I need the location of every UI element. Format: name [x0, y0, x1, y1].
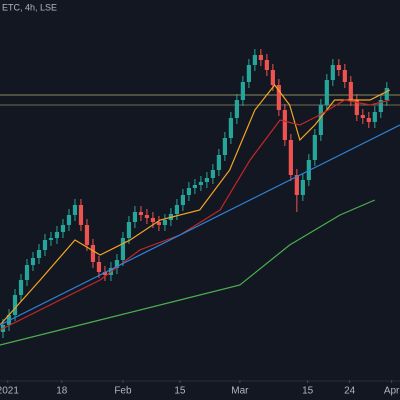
candle-body	[120, 238, 126, 260]
x-tick-label: 15	[302, 386, 314, 397]
candle-body	[222, 138, 227, 155]
candle-body	[162, 220, 168, 225]
candle-body	[378, 100, 383, 112]
candle-body	[66, 215, 72, 225]
candle-body	[12, 295, 18, 315]
candle-body	[78, 205, 84, 225]
candle-body	[180, 195, 186, 205]
x-tick-label: 2021	[0, 386, 19, 397]
candle-body	[192, 185, 198, 188]
candle-body	[204, 178, 209, 182]
candle-body	[36, 250, 42, 258]
candle-body	[300, 180, 305, 195]
candle-body	[48, 238, 54, 240]
candle-body	[336, 65, 341, 70]
candle-body	[60, 225, 66, 232]
candle-body	[156, 222, 162, 225]
x-tick-label: Apr	[384, 386, 400, 397]
candle-body	[96, 262, 102, 272]
x-tick-label: Feb	[114, 386, 132, 397]
candle-body	[270, 70, 275, 85]
candle-body	[252, 55, 257, 65]
candle-body	[186, 188, 192, 195]
candle-body	[282, 110, 287, 140]
candle-body	[312, 135, 317, 160]
candle-body	[18, 280, 24, 295]
candle-body	[342, 70, 347, 82]
candle-body	[246, 65, 251, 82]
candle-body	[264, 60, 269, 70]
candle-body	[114, 260, 120, 268]
indicator-line	[0, 99, 390, 331]
candle-body	[72, 205, 78, 215]
candle-body	[30, 258, 36, 265]
candle-body	[384, 88, 389, 100]
candle-body	[372, 112, 377, 122]
candle-body	[138, 212, 144, 215]
x-tick-label: 24	[344, 386, 356, 397]
candle-body	[90, 245, 96, 262]
candle-body	[324, 80, 329, 105]
candle-body	[294, 175, 299, 195]
candle-body	[42, 240, 48, 250]
candle-body	[360, 115, 365, 118]
candle-body	[366, 118, 371, 122]
candle-body	[318, 105, 323, 135]
candle-body	[240, 82, 245, 100]
x-tick-label: 18	[56, 386, 68, 397]
candle-body	[210, 170, 215, 178]
indicator-line	[0, 199, 376, 346]
candle-body	[144, 215, 150, 218]
candle-body	[276, 85, 281, 110]
candle-body	[84, 225, 90, 245]
candle-body	[354, 100, 359, 115]
candle-body	[288, 140, 293, 175]
candle-body	[102, 272, 108, 275]
indicator-line	[0, 124, 400, 326]
candle-body	[198, 182, 203, 185]
candle-body	[132, 212, 138, 222]
candle-body	[54, 232, 60, 238]
candle-body	[174, 205, 180, 214]
candle-body	[348, 82, 353, 100]
x-tick-label: Mar	[231, 386, 249, 397]
candle-body	[150, 218, 156, 222]
candle-body	[234, 100, 239, 118]
candle-body	[258, 55, 263, 60]
candle-body	[24, 265, 30, 280]
indicator-line	[0, 84, 391, 326]
candle-body	[228, 118, 233, 138]
x-tick-label: 15	[174, 386, 186, 397]
candle-body	[216, 155, 221, 170]
candle-body	[330, 65, 335, 80]
candle-body	[126, 222, 132, 238]
chart-title: ETC, 4h, LSE	[2, 2, 57, 12]
